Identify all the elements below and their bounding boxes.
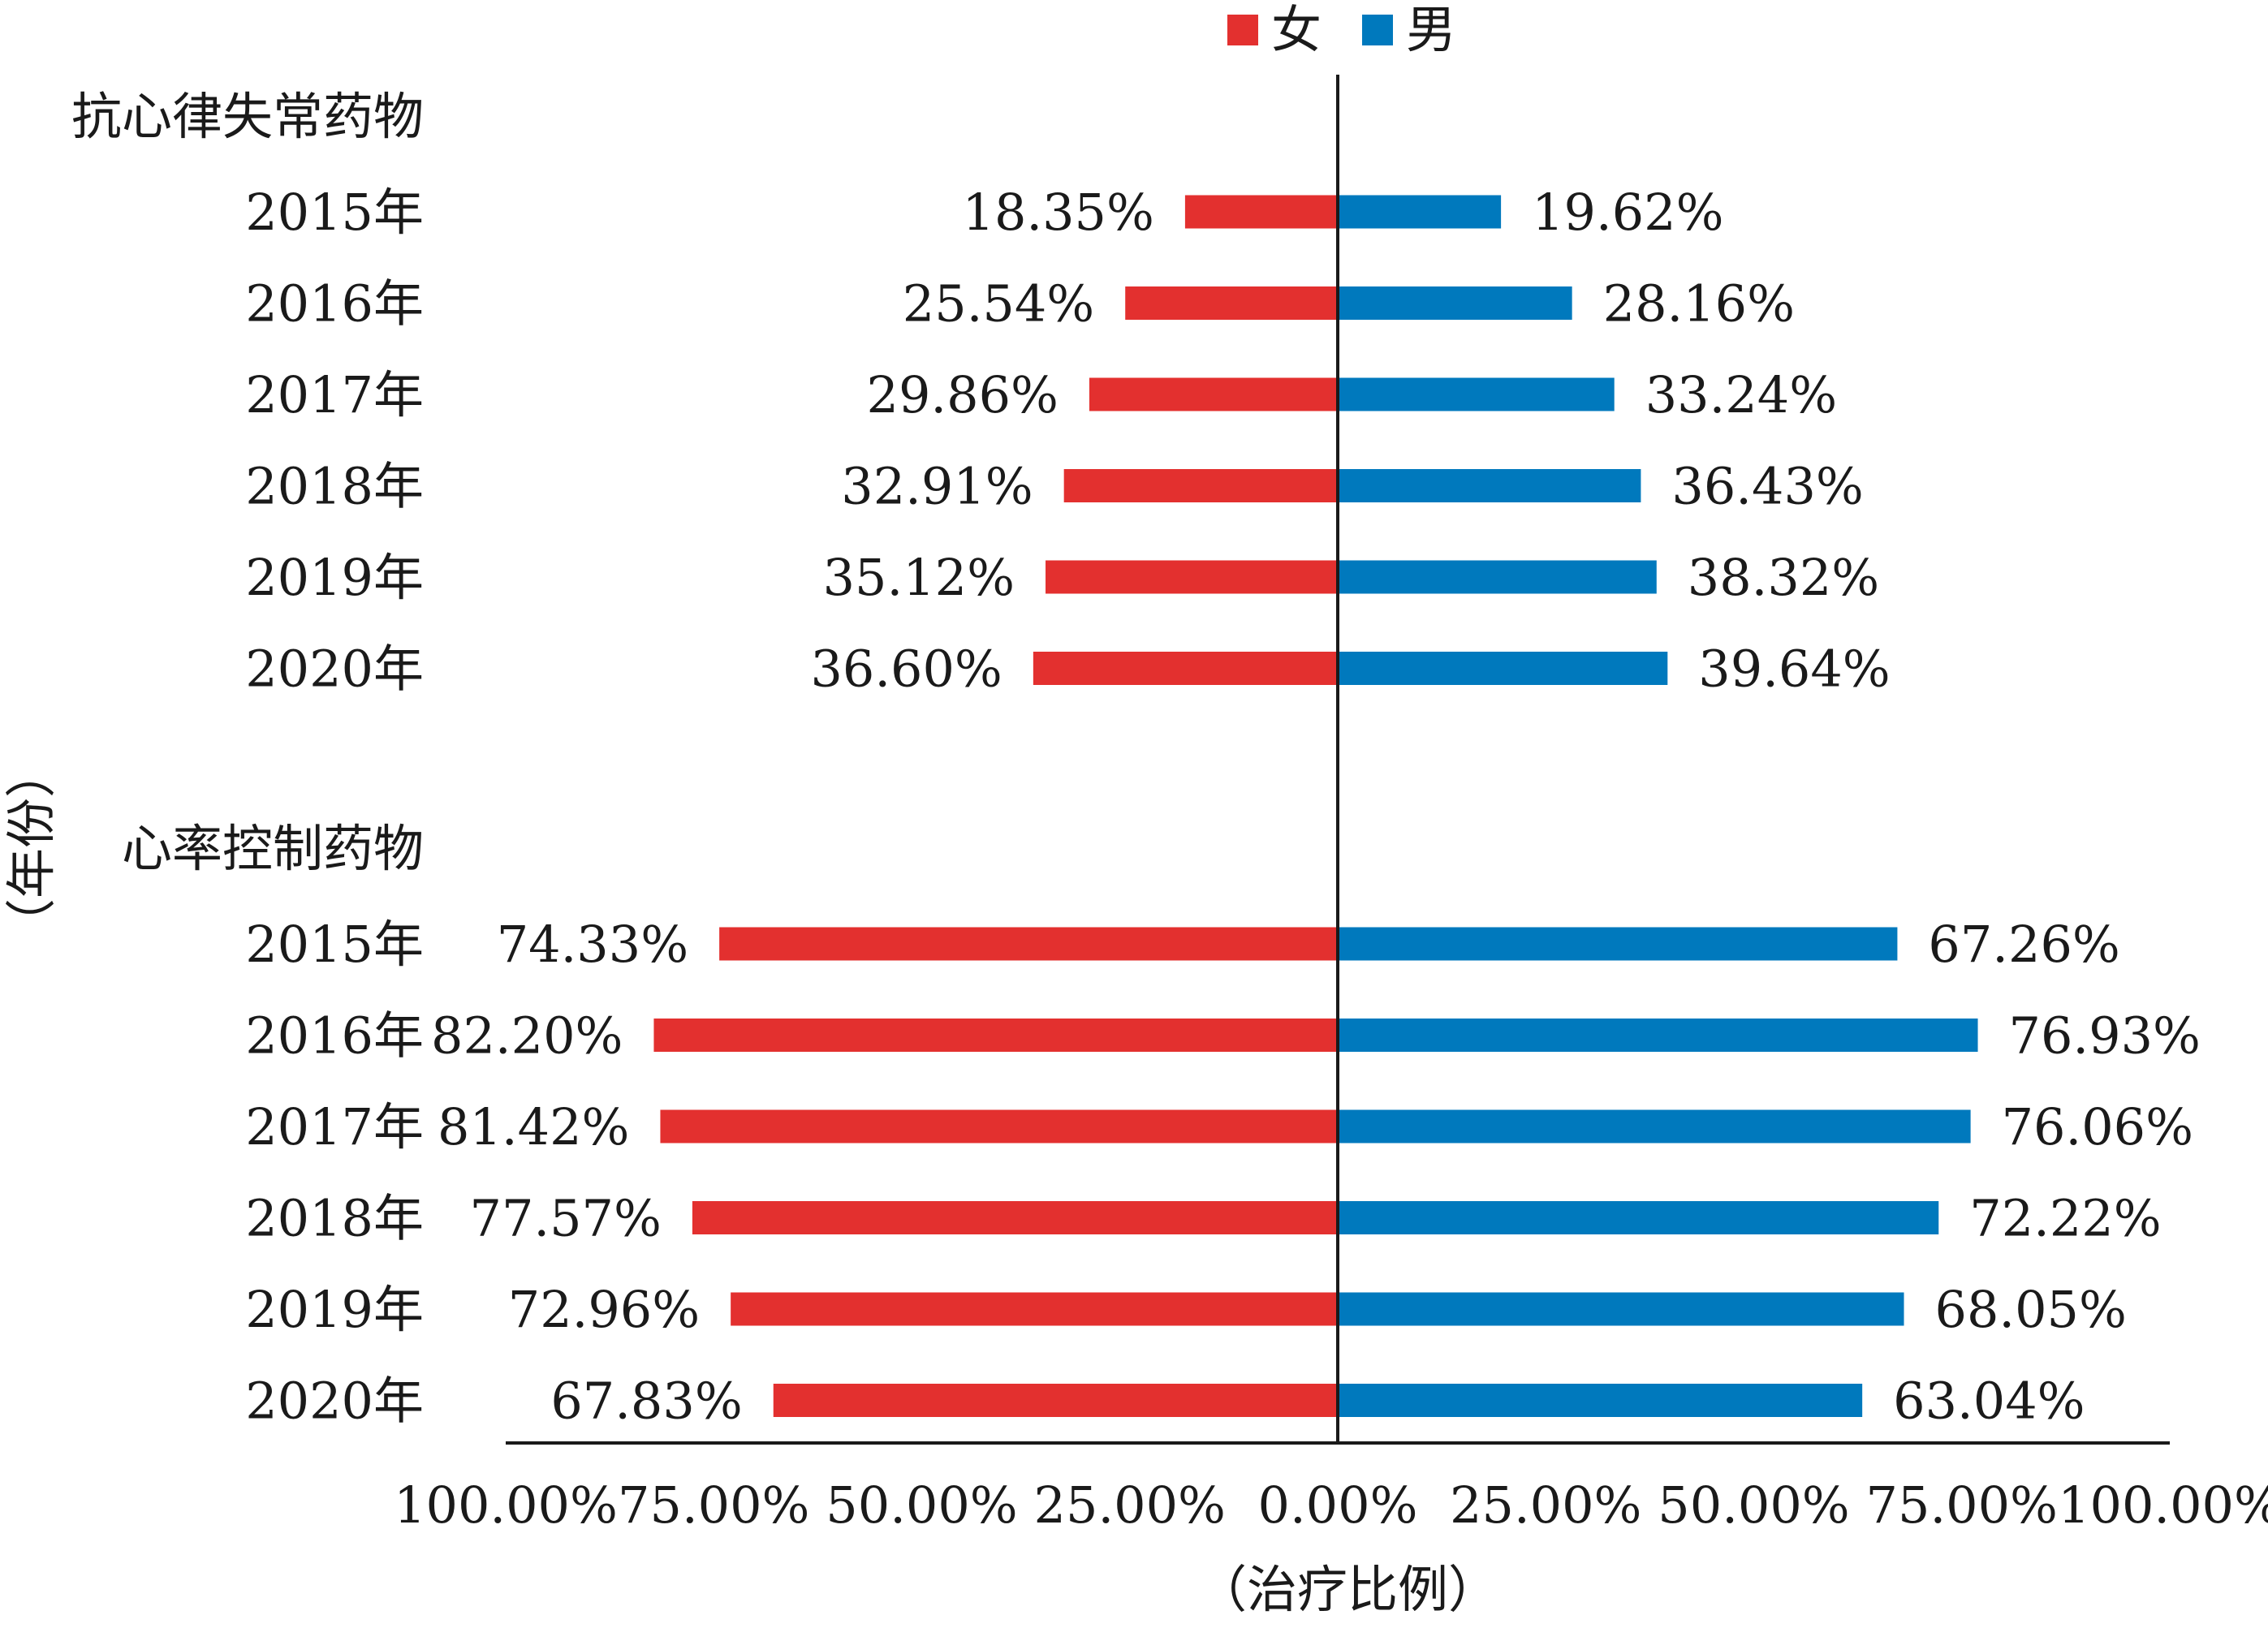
- data-label-female: 82.20%: [431, 1006, 623, 1066]
- data-label-male: 68.05%: [1935, 1280, 2127, 1339]
- x-tick-label: 75.00%: [618, 1475, 809, 1535]
- data-label-male: 76.93%: [2009, 1006, 2201, 1066]
- bar-female: [1089, 377, 1338, 411]
- data-label-female: 72.96%: [508, 1280, 700, 1339]
- legend-label-male: 男: [1406, 0, 1456, 59]
- x-tick-label: 25.00%: [1034, 1475, 1226, 1535]
- bar-male: [1338, 377, 1615, 411]
- bar-female: [1125, 286, 1338, 320]
- category-label: 2016年: [245, 274, 424, 334]
- data-label-male: 76.06%: [2002, 1097, 2193, 1156]
- bar-male: [1338, 927, 1898, 961]
- data-label-male: 36.43%: [1671, 457, 1863, 516]
- x-tick-label: 0.00%: [1258, 1475, 1418, 1535]
- category-label: 2020年: [245, 640, 424, 699]
- bar-male: [1338, 1384, 1863, 1417]
- group-title: 抗心律失常药物: [71, 87, 424, 146]
- data-label-female: 81.42%: [438, 1097, 629, 1156]
- data-label-female: 29.86%: [867, 365, 1059, 424]
- legend: 女男: [1227, 0, 1456, 59]
- data-label-female: 35.12%: [823, 548, 1015, 607]
- bar-male: [1338, 1109, 1971, 1143]
- legend-label-female: 女: [1271, 0, 1322, 59]
- category-label: 2017年: [245, 365, 424, 424]
- category-label: 2018年: [245, 457, 424, 516]
- x-tick-label: 25.00%: [1450, 1475, 1641, 1535]
- axes: 100.00% 75.00% 50.00% 25.00% 0.00% 25.00% 50.0…: [2, 75, 2268, 1619]
- data-label-male: 63.04%: [1893, 1372, 2085, 1431]
- data-label-male: 67.26%: [1928, 915, 2119, 974]
- legend-swatch-female: [1227, 15, 1258, 45]
- bar-male: [1338, 195, 1502, 229]
- category-label: 2018年: [245, 1189, 424, 1248]
- group-title: 心率控制药物: [122, 819, 424, 878]
- x-axis-title: （治疗比例）: [1197, 1560, 1498, 1619]
- category-label: 2017年: [245, 1097, 424, 1156]
- bar-male: [1338, 286, 1572, 320]
- x-tick-label: 50.00%: [1658, 1475, 1849, 1535]
- bar-female: [731, 1292, 1338, 1326]
- data-label-female: 18.35%: [963, 183, 1154, 242]
- category-label: 2015年: [245, 183, 424, 242]
- bars: 18.35% 19.62% 25.54% 28.16% 29.86% 33.24% 32.9…: [431, 183, 2201, 1431]
- x-tick-label: 100.00%: [2058, 1475, 2268, 1535]
- bar-male: [1338, 560, 1657, 594]
- bar-male: [1338, 1292, 1904, 1326]
- bar-female: [1033, 652, 1338, 685]
- chart-groups: 抗心律失常药物2015年2016年2017年2018年2019年2020年心率控…: [71, 87, 424, 1431]
- x-tick-label: 100.00%: [394, 1475, 618, 1535]
- data-label-male: 72.22%: [1969, 1189, 2161, 1248]
- data-label-male: 33.24%: [1645, 365, 1837, 424]
- category-label: 2015年: [245, 915, 424, 974]
- bar-female: [653, 1019, 1338, 1052]
- x-tick-label: 50.00%: [826, 1475, 1017, 1535]
- category-label: 2019年: [245, 548, 424, 607]
- data-label-female: 32.91%: [841, 457, 1033, 516]
- bar-female: [1063, 469, 1338, 502]
- bar-female: [692, 1201, 1338, 1234]
- data-label-female: 74.33%: [497, 915, 688, 974]
- data-label-male: 39.64%: [1698, 640, 1890, 699]
- bar-female: [773, 1384, 1338, 1417]
- bar-female: [719, 927, 1338, 961]
- data-label-female: 25.54%: [903, 274, 1094, 334]
- data-label-female: 36.60%: [810, 640, 1002, 699]
- bar-male: [1338, 469, 1641, 502]
- data-label-female: 67.83%: [550, 1372, 742, 1431]
- data-label-male: 38.32%: [1688, 548, 1879, 607]
- category-label: 2019年: [245, 1280, 424, 1339]
- bar-female: [1184, 195, 1338, 229]
- bar-female: [660, 1109, 1338, 1143]
- x-tick-label: 75.00%: [1866, 1475, 2058, 1535]
- bar-female: [1046, 560, 1338, 594]
- data-label-female: 77.57%: [470, 1189, 662, 1248]
- category-label: 2020年: [245, 1372, 424, 1431]
- data-label-male: 19.62%: [1532, 183, 1723, 242]
- legend-swatch-male: [1362, 15, 1393, 45]
- y-axis-title: （年份）: [2, 747, 61, 949]
- bar-male: [1338, 652, 1668, 685]
- bar-male: [1338, 1201, 1939, 1234]
- data-label-male: 28.16%: [1603, 274, 1795, 334]
- category-label: 2016年: [245, 1006, 424, 1066]
- bar-male: [1338, 1019, 1978, 1052]
